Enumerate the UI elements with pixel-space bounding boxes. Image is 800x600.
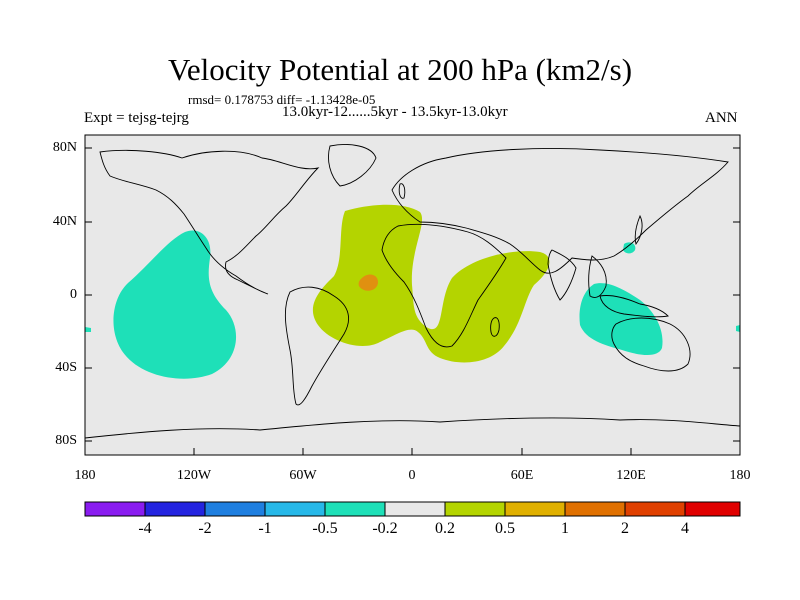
colorbar-box-11 [685, 502, 740, 516]
colorbar-box-6 [385, 502, 445, 516]
x-ticks [84, 448, 741, 455]
small-negative-patch-east-asia [623, 242, 636, 254]
colorbar-label: -4 [138, 520, 152, 537]
x-tick-label: 60E [510, 468, 534, 483]
colorbar-label: -0.2 [372, 520, 398, 537]
colorbar-box-10 [625, 502, 685, 516]
x-tick-label: 120E [616, 468, 646, 483]
indonesia-coast [599, 295, 669, 318]
y-tick-label: 80S [55, 433, 77, 448]
colorbar-box-9 [565, 502, 625, 516]
colorbar-label: -1 [258, 520, 272, 537]
x-tick-label: 0 [408, 468, 416, 483]
colorbar-box-4 [265, 502, 325, 516]
x-tick-label: 180 [74, 468, 96, 483]
colorbar-frame [84, 501, 741, 517]
rmsd-diff-stats: rmsd= 0.178753 diff= -1.13428e-05 [188, 92, 376, 107]
maritime-continent-negative [579, 283, 663, 355]
madagascar-coast [490, 317, 500, 337]
x-tick-label: 60W [289, 468, 317, 483]
south-america-coast [284, 286, 350, 406]
colorbar-box-7 [445, 502, 505, 516]
small-negative-patch-edge-west [85, 327, 91, 332]
colorbar-box-8 [505, 502, 565, 516]
season-label: ANN [705, 110, 738, 126]
x-tick-label: 180 [729, 468, 751, 483]
colorbar-box-5 [325, 502, 385, 516]
colorbar-label: 1 [561, 520, 569, 537]
colorbar-label: 0.5 [495, 520, 515, 537]
y-tick-label: 0 [70, 287, 77, 302]
australia-coast [611, 317, 691, 372]
japan-coast [634, 214, 643, 246]
colorbar-label: -2 [198, 520, 212, 537]
colorbar-label: -0.5 [312, 520, 338, 537]
x-tick-label: 120W [176, 468, 212, 483]
y-tick-label: 40S [55, 360, 77, 375]
y-tick-label: 80N [52, 140, 77, 155]
europe-asia-coast [391, 148, 729, 274]
anomaly-regions [85, 204, 740, 379]
y-ticks [85, 147, 740, 442]
uk-coast [398, 183, 406, 199]
experiment-label: Expt = tejsg-tejrg [84, 110, 189, 126]
africa-coast [381, 223, 507, 348]
coastlines [84, 144, 741, 439]
colorbar-label: 2 [621, 520, 629, 537]
north-america-coast [99, 149, 320, 295]
plot-title: Velocity Potential at 200 hPa (km2/s) [167, 52, 633, 87]
colorbar-box-2 [145, 502, 205, 516]
small-negative-patch-edge-east [736, 325, 740, 332]
antarctica-coast [84, 417, 741, 439]
period-label: 13.0kyr-12......5kyr - 13.5kyr-13.0kyr [282, 104, 508, 120]
central-pacific-negative [113, 230, 237, 379]
atlantic-africa-positive [312, 204, 550, 363]
colorbar-box-3 [205, 502, 265, 516]
southeast-asia-coast [588, 255, 607, 298]
colorbar-label: 0.2 [435, 520, 455, 537]
greenland-coast [328, 144, 377, 187]
tropical-atlantic-peak [358, 274, 378, 291]
colorbar [84, 501, 741, 517]
colorbar-label: 4 [681, 520, 689, 537]
colorbar-box-1 [85, 502, 145, 516]
y-tick-label: 40N [52, 214, 77, 229]
india-coast [547, 249, 577, 301]
